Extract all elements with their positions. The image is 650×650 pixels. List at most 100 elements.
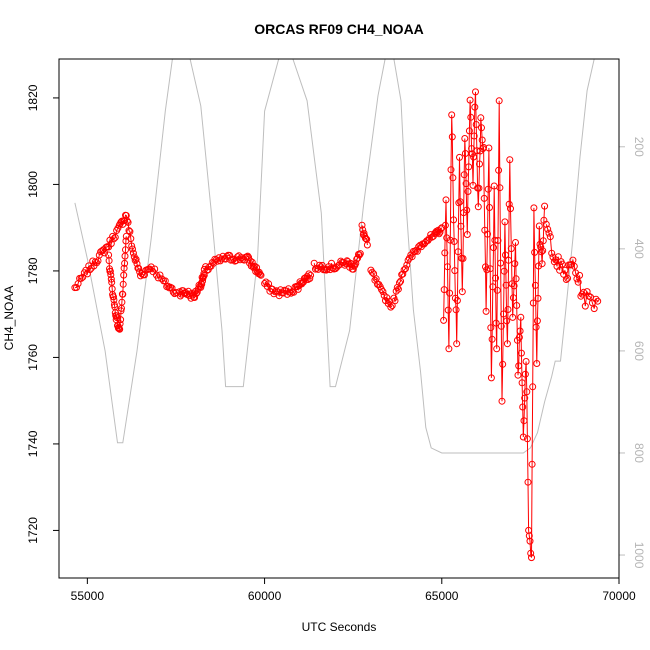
- ch4-point: [113, 314, 121, 322]
- y-tick-label: 1720: [26, 517, 40, 544]
- ch4-point: [110, 293, 117, 301]
- ch4-point: [527, 549, 535, 557]
- ch4-point: [480, 143, 488, 151]
- ch4-point: [453, 297, 461, 304]
- ch4-point: [451, 294, 459, 302]
- ch4-point: [463, 231, 471, 238]
- plot-frame: [58, 58, 620, 579]
- ch4-point: [394, 285, 402, 293]
- ch4-point: [391, 297, 399, 305]
- ch4-point: [538, 260, 546, 268]
- ch4-point: [558, 260, 566, 268]
- ch4-point: [585, 292, 593, 300]
- ch4-point: [460, 171, 468, 179]
- ch4-point: [356, 250, 364, 258]
- ch4-point: [492, 319, 500, 327]
- ch4-point: [533, 317, 541, 325]
- ch4-point: [117, 316, 125, 324]
- x-tick-label: 55000: [71, 589, 105, 603]
- ch4-point: [441, 221, 449, 229]
- ch4-point: [519, 403, 527, 411]
- ch4-point: [449, 174, 457, 182]
- ch4-point: [518, 379, 526, 387]
- ch4-point: [445, 345, 453, 353]
- ch4-point: [509, 313, 517, 321]
- ch4-point: [102, 243, 110, 251]
- ch4-point: [132, 255, 140, 263]
- ch4-point: [454, 248, 462, 256]
- ch4-point: [544, 225, 552, 233]
- ch4-point: [524, 478, 532, 486]
- ch4-point: [457, 222, 465, 230]
- ch4-point: [119, 280, 127, 288]
- ch4-point: [106, 267, 114, 275]
- ch4-point: [438, 224, 446, 232]
- ch4-point: [494, 237, 502, 244]
- ch4-point: [486, 265, 494, 273]
- ch4-point: [436, 228, 444, 236]
- ch4-point: [450, 216, 458, 224]
- ch4-point: [487, 324, 495, 332]
- ch4-point: [530, 204, 538, 212]
- ch4-point: [556, 266, 564, 274]
- ch4-point: [446, 289, 454, 297]
- ch4-point: [516, 327, 524, 335]
- ch4-point: [489, 283, 497, 291]
- ch4-point: [461, 135, 469, 142]
- ch4-point: [363, 241, 371, 249]
- ch4-point: [358, 221, 366, 229]
- x-tick-label: 60000: [248, 589, 282, 603]
- y-axis-label: CH4_NOAA: [2, 286, 16, 351]
- ch4-point: [120, 264, 128, 272]
- ch4-point: [576, 271, 584, 279]
- ch4-point: [507, 205, 514, 213]
- ch4-point: [500, 310, 507, 318]
- ch4-point: [537, 248, 545, 256]
- ch4-point: [413, 247, 421, 255]
- ch4-point: [119, 290, 127, 298]
- ch4-point: [379, 288, 387, 296]
- ch4-point: [122, 237, 130, 245]
- ch4-point: [455, 199, 463, 207]
- ch4-point: [453, 340, 461, 348]
- ch4-point: [349, 265, 357, 273]
- ch4-point: [528, 554, 535, 562]
- ch4-point: [214, 257, 222, 265]
- ch4-point: [450, 238, 458, 245]
- ch4-point: [541, 202, 549, 210]
- x-tick-label: 70000: [602, 589, 636, 603]
- y2-tick-label: 800: [632, 443, 646, 463]
- ch4-point: [257, 271, 265, 279]
- y2-tick-label: 1000: [632, 542, 646, 569]
- ch4-point: [464, 188, 472, 195]
- ch4-point: [580, 288, 588, 296]
- ch4-point: [511, 260, 519, 268]
- ch4-point: [546, 233, 554, 241]
- ch4-point: [198, 280, 206, 288]
- ch4-point: [129, 245, 136, 253]
- ch4-point: [328, 259, 335, 267]
- ch4-point: [125, 227, 133, 235]
- ch4-point: [443, 234, 451, 242]
- ch4-point: [397, 277, 405, 285]
- ch4-point: [522, 358, 530, 365]
- ch4-point: [478, 136, 486, 144]
- ch4-point: [523, 435, 531, 443]
- ch4-point: [503, 317, 511, 325]
- ch4-point: [463, 206, 471, 214]
- ch4-point: [534, 294, 542, 302]
- ch4-point: [126, 228, 134, 236]
- ch4-point: [542, 220, 550, 228]
- axes-group: 55000 60000 65000 70000 1720 1740 1760 1780 1800…: [26, 84, 646, 603]
- ch4-point: [529, 383, 537, 391]
- ch4-point: [441, 249, 449, 257]
- ch4-point: [440, 286, 448, 294]
- ch4-point: [122, 232, 130, 240]
- ch4-point: [196, 283, 204, 290]
- ch4-point: [121, 216, 129, 224]
- ch4-point: [294, 285, 302, 293]
- ch4-point: [497, 259, 505, 267]
- ch4-point: [492, 274, 499, 282]
- ch4-point: [517, 349, 525, 357]
